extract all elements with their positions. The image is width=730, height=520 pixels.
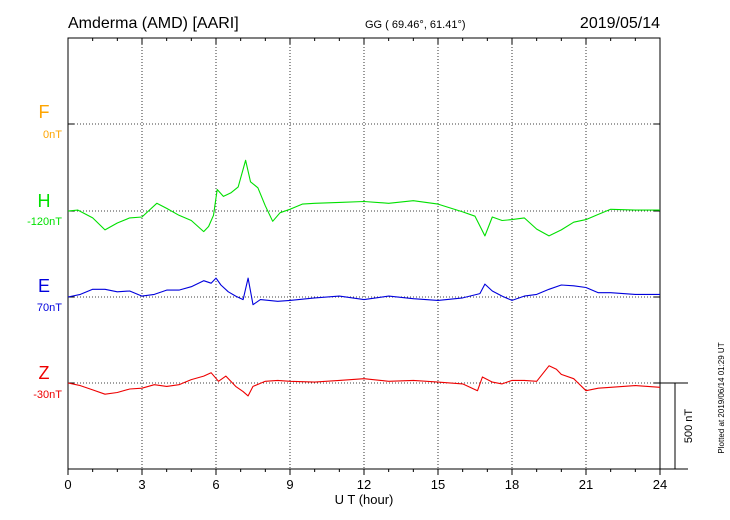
series-offset-f: 0nT xyxy=(43,129,62,141)
x-tick-label: 18 xyxy=(505,477,519,492)
grid-lines xyxy=(68,38,660,469)
x-tick-label: 6 xyxy=(212,477,219,492)
scale-bar-label: 500 nT xyxy=(683,409,695,444)
series-offset-z: -30nT xyxy=(33,389,62,401)
traces xyxy=(67,159,661,397)
trace-z xyxy=(67,365,661,397)
series-name-e: E xyxy=(38,276,50,296)
x-tick-label: 0 xyxy=(64,477,71,492)
series-labels: F 0nT H -120nT E 70nT Z -30nT xyxy=(27,102,62,401)
trace-e xyxy=(67,277,660,306)
station-title: Amderma (AMD) [AARI] xyxy=(68,15,239,32)
x-tick-label: 9 xyxy=(286,477,293,492)
series-offset-e: 70nT xyxy=(37,302,62,314)
series-name-h: H xyxy=(38,191,51,211)
x-tick-label: 24 xyxy=(653,477,667,492)
plotted-timestamp: Plotted at 2019/06/14 01:29 UT xyxy=(717,342,726,453)
x-axis-label: U T (hour) xyxy=(335,492,394,507)
series-offset-h: -120nT xyxy=(27,216,62,228)
scale-bar: 500 nT xyxy=(660,382,695,470)
trace-h xyxy=(67,159,660,237)
series-name-z: Z xyxy=(39,363,50,383)
x-tick-label: 12 xyxy=(357,477,371,492)
date-label: 2019/05/14 xyxy=(580,15,660,32)
x-tick-label: 21 xyxy=(579,477,593,492)
coordinates-label: GG ( 69.46°, 61.41°) xyxy=(365,19,466,31)
series-name-f: F xyxy=(39,102,50,122)
x-axis-ticks: 0 3 6 9 12 15 18 21 24 xyxy=(64,38,667,492)
x-tick-label: 3 xyxy=(138,477,145,492)
x-tick-label: 15 xyxy=(431,477,445,492)
